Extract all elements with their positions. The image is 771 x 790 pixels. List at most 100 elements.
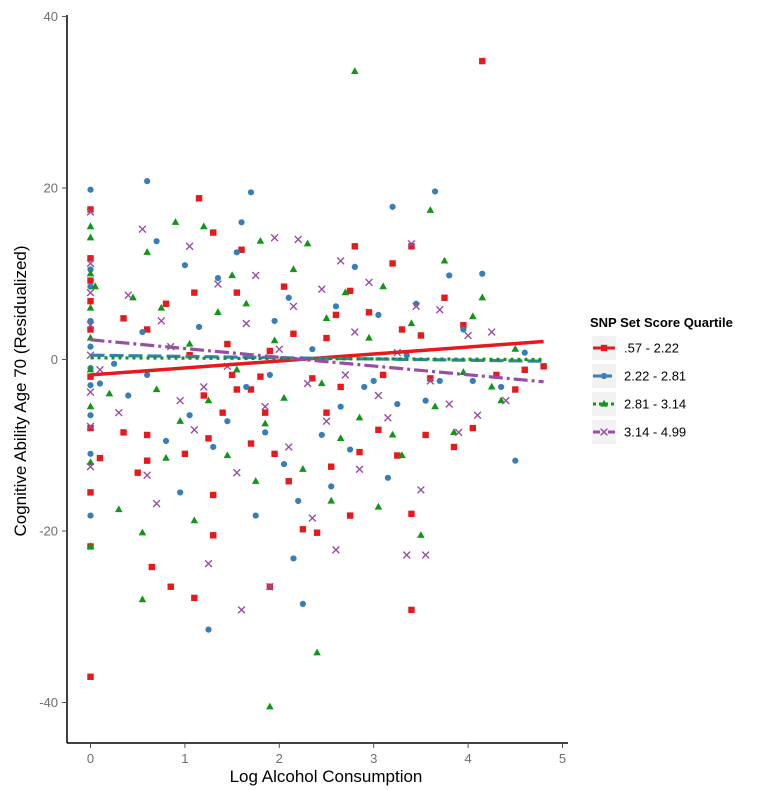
data-point bbox=[487, 382, 496, 390]
data-point bbox=[223, 451, 232, 459]
data-point bbox=[383, 413, 392, 422]
data-point bbox=[422, 431, 429, 439]
data-point bbox=[350, 328, 359, 336]
data-point bbox=[204, 396, 213, 404]
data-point bbox=[124, 291, 133, 300]
data-point bbox=[398, 451, 406, 459]
data-point bbox=[87, 673, 94, 680]
y-tick-label: 40 bbox=[44, 9, 58, 24]
fit-line-series-3 bbox=[90, 356, 544, 362]
data-point bbox=[303, 239, 312, 247]
data-point bbox=[86, 288, 95, 297]
data-point bbox=[199, 383, 208, 391]
data-point bbox=[446, 272, 453, 279]
data-point bbox=[247, 386, 255, 393]
data-point bbox=[157, 317, 166, 325]
data-point bbox=[421, 551, 430, 559]
plot-area bbox=[86, 57, 547, 710]
legend: SNP Set Score Quartile .57 - 2.22 2.22 - … bbox=[590, 315, 733, 444]
data-point bbox=[521, 366, 528, 373]
data-point bbox=[262, 429, 269, 436]
data-point bbox=[394, 400, 401, 408]
data-point bbox=[289, 265, 298, 273]
data-point bbox=[143, 248, 151, 255]
data-point bbox=[323, 409, 330, 416]
data-point bbox=[290, 555, 297, 562]
data-point bbox=[86, 542, 95, 550]
data-point bbox=[328, 463, 335, 470]
data-point bbox=[152, 499, 161, 508]
data-point bbox=[195, 195, 203, 202]
data-point bbox=[148, 563, 156, 571]
data-point bbox=[394, 452, 401, 459]
data-point bbox=[86, 462, 95, 471]
data-point bbox=[460, 326, 467, 333]
data-point bbox=[313, 648, 321, 656]
data-point bbox=[323, 334, 330, 342]
data-point bbox=[299, 600, 306, 607]
data-point bbox=[408, 243, 415, 250]
data-point bbox=[426, 206, 435, 213]
data-point bbox=[224, 418, 231, 425]
data-point bbox=[346, 512, 354, 519]
data-point bbox=[460, 322, 467, 329]
data-point bbox=[120, 315, 127, 322]
data-point bbox=[86, 269, 95, 277]
data-point bbox=[86, 388, 95, 396]
data-point bbox=[247, 440, 255, 447]
data-point bbox=[152, 385, 161, 393]
data-point bbox=[270, 336, 279, 344]
data-point bbox=[498, 383, 505, 391]
data-point bbox=[265, 582, 274, 591]
data-point bbox=[228, 271, 236, 279]
legend-key-marker bbox=[600, 344, 608, 352]
data-point bbox=[86, 233, 95, 241]
data-point bbox=[280, 283, 288, 290]
series-2-points bbox=[87, 178, 528, 633]
data-point bbox=[87, 343, 94, 350]
data-point bbox=[237, 605, 246, 614]
data-point bbox=[275, 345, 284, 354]
data-point bbox=[233, 249, 240, 256]
data-point bbox=[86, 321, 95, 330]
data-point bbox=[355, 465, 364, 474]
data-point bbox=[210, 443, 217, 451]
data-point bbox=[210, 491, 217, 499]
x-tick-label: 2 bbox=[276, 751, 283, 766]
data-point bbox=[351, 263, 358, 270]
data-point bbox=[105, 389, 114, 397]
data-point bbox=[422, 397, 429, 404]
legend-key bbox=[592, 364, 616, 388]
data-point bbox=[228, 371, 236, 379]
data-point bbox=[454, 428, 463, 437]
data-point bbox=[86, 365, 95, 373]
data-point bbox=[185, 242, 194, 251]
legend-label-57-2-22: .57 - 2.22 bbox=[624, 341, 679, 356]
data-point bbox=[280, 461, 288, 468]
data-point bbox=[205, 435, 212, 442]
data-point bbox=[299, 465, 307, 472]
data-point bbox=[440, 256, 449, 264]
data-point bbox=[224, 340, 231, 348]
data-point bbox=[427, 375, 434, 382]
data-point bbox=[436, 377, 443, 385]
legend-title: SNP Set Score Quartile bbox=[590, 315, 733, 330]
data-point bbox=[336, 434, 345, 441]
data-point bbox=[308, 514, 317, 523]
data-point bbox=[261, 409, 269, 416]
data-point bbox=[294, 235, 303, 244]
data-point bbox=[143, 431, 151, 439]
data-point bbox=[374, 391, 383, 400]
data-point bbox=[327, 496, 336, 504]
data-point bbox=[384, 474, 391, 481]
data-point bbox=[144, 178, 151, 185]
data-point bbox=[138, 528, 147, 536]
x-tick-label: 5 bbox=[559, 751, 566, 766]
data-point bbox=[370, 377, 377, 385]
data-point bbox=[115, 505, 123, 513]
data-point bbox=[328, 483, 335, 490]
data-point bbox=[87, 206, 94, 213]
data-point bbox=[478, 293, 487, 301]
data-point bbox=[219, 409, 226, 416]
